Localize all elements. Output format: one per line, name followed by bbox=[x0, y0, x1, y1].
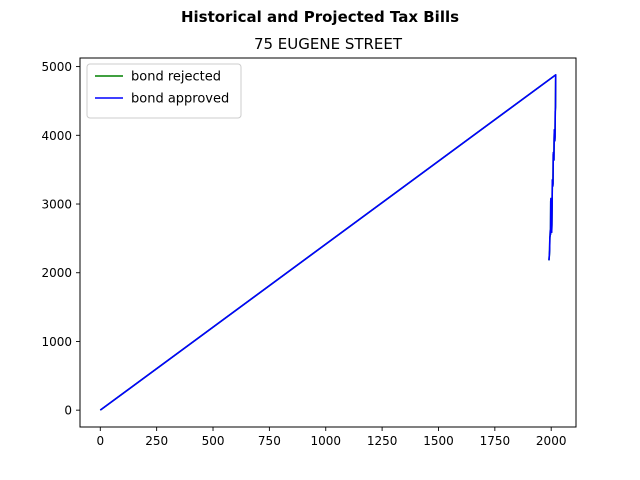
x-axis: 0 250 500 750 1000 1250 1500 1750 2000 bbox=[96, 427, 566, 448]
y-axis: 0 1000 2000 3000 4000 5000 bbox=[41, 60, 80, 418]
x-tick-label: 1500 bbox=[423, 434, 454, 448]
legend: bond rejected bond approved bbox=[86, 63, 242, 119]
y-tick-label: 2000 bbox=[41, 266, 72, 280]
x-tick-label: 0 bbox=[96, 434, 104, 448]
x-tick-label: 750 bbox=[258, 434, 281, 448]
x-tick-label: 500 bbox=[202, 434, 225, 448]
series-line-bond-approved bbox=[99, 74, 557, 411]
y-tick-label: 4000 bbox=[41, 129, 72, 143]
x-tick-label: 250 bbox=[145, 434, 168, 448]
legend-label: bond approved bbox=[131, 92, 229, 107]
figure-suptitle: Historical and Projected Tax Bills bbox=[180, 8, 460, 26]
y-tick-label: 3000 bbox=[41, 198, 72, 212]
legend-label: bond rejected bbox=[131, 70, 221, 85]
x-tick-label: 1000 bbox=[310, 434, 341, 448]
axes-frame bbox=[79, 57, 577, 428]
series-layer bbox=[99, 74, 557, 411]
x-tick-label: 1750 bbox=[480, 434, 511, 448]
chart-title: 75 EUGENE STREET bbox=[254, 35, 403, 53]
y-tick-label: 0 bbox=[64, 404, 72, 418]
y-tick-label: 1000 bbox=[41, 335, 72, 349]
legend-box bbox=[86, 63, 242, 119]
x-tick-label: 2000 bbox=[536, 434, 567, 448]
y-tick-label: 5000 bbox=[41, 60, 72, 74]
x-tick-label: 1250 bbox=[367, 434, 398, 448]
